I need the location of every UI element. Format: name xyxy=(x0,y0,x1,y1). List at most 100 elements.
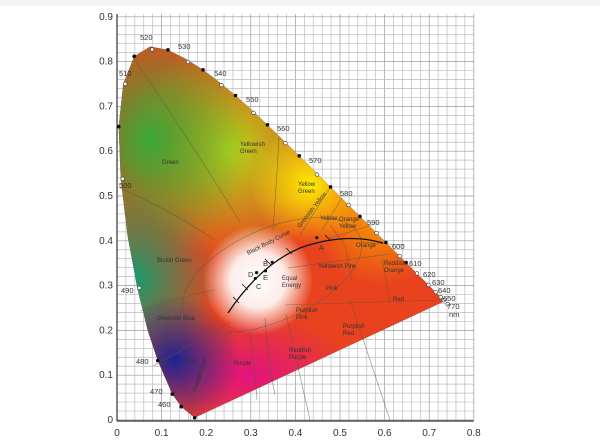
y-tick-label: 0.9 xyxy=(99,12,113,23)
region-label: Purplish Pink xyxy=(296,308,318,321)
y-tick-label: 0.3 xyxy=(99,281,113,292)
wavelength-label-580: 580 xyxy=(340,189,353,198)
y-tick-label: 0.7 xyxy=(99,101,113,112)
locus-dot xyxy=(358,214,362,219)
region-label: Green xyxy=(162,160,179,166)
region-boundary-line xyxy=(249,331,258,401)
wavelength-marker xyxy=(445,302,450,307)
black-body-tick xyxy=(264,258,272,266)
region-boundary-line xyxy=(321,197,343,231)
wavelength-marker xyxy=(120,176,125,181)
wavelength-label-610: 610 xyxy=(409,259,422,268)
region-boundary-line xyxy=(299,187,331,236)
locus-dot xyxy=(166,48,170,52)
locus-dot xyxy=(132,54,137,59)
locus-dot xyxy=(297,154,302,158)
unit-label: nm xyxy=(449,310,459,319)
wavelength-marker xyxy=(438,295,443,300)
wavelength-marker xyxy=(150,47,155,52)
wavelength-marker xyxy=(251,110,256,115)
wavelength-marker xyxy=(346,202,351,208)
illuminant-label-A: A xyxy=(319,243,324,252)
spectral-locus-points: 460 470 480 490 500 510 520 530 540 550 560 570 580 5… xyxy=(116,33,460,420)
wavelength-label-650: 650 xyxy=(443,294,456,303)
illuminant-label-C: C xyxy=(256,282,262,291)
wavelength-label-460: 460 xyxy=(158,400,171,409)
region-boundary-line xyxy=(349,299,391,421)
x-tick-label: 0.2 xyxy=(199,428,213,439)
black-body-tick xyxy=(241,283,249,291)
locus-dot xyxy=(328,185,333,189)
locus-dot xyxy=(384,240,388,245)
x-tick-label: 0.1 xyxy=(155,428,169,439)
wavelength-marker xyxy=(374,230,379,236)
x-tick-label: 0 xyxy=(114,428,120,439)
wavelength-marker xyxy=(414,271,420,276)
top-bar xyxy=(0,0,600,6)
region-boundary-line xyxy=(189,329,233,421)
wavelength-marker xyxy=(219,82,224,88)
wavelength-label-570: 570 xyxy=(309,156,322,165)
region-boundary-line xyxy=(284,299,441,306)
y-tick-label: 0 xyxy=(107,415,113,426)
x-tick-label: 0.4 xyxy=(288,428,302,439)
wavelength-label-530: 530 xyxy=(178,42,191,51)
region-boundary-line xyxy=(264,317,276,396)
locus-dot xyxy=(265,123,270,127)
wavelength-label-540: 540 xyxy=(214,69,227,78)
illuminant-label-E: E xyxy=(263,273,268,282)
illuminant-point-C xyxy=(253,276,257,281)
locus-dot xyxy=(404,260,408,265)
x-tick-label: 0.5 xyxy=(333,428,347,439)
region-label: Yellowish Pink xyxy=(318,264,357,270)
locus-dot xyxy=(116,124,121,129)
y-tick-label: 0.1 xyxy=(99,370,113,381)
region-boundary-line xyxy=(139,289,216,312)
wavelength-label-480: 480 xyxy=(136,357,149,366)
region-boundary-line xyxy=(272,136,280,231)
x-tick-label: 0.6 xyxy=(378,428,392,439)
wavelength-marker xyxy=(137,285,142,290)
wavelength-label-490: 490 xyxy=(121,286,134,295)
region-boundary-line xyxy=(131,55,241,223)
x-tick-label: 0.3 xyxy=(244,428,258,439)
locus-dot xyxy=(155,358,160,363)
wavelength-label-560: 560 xyxy=(277,124,290,133)
illuminant-point-A xyxy=(315,236,319,240)
wavelength-label-620: 620 xyxy=(423,270,436,279)
region-label: Reddish Orange xyxy=(384,261,406,274)
illuminant-point-B xyxy=(270,260,274,264)
wavelength-label-550: 550 xyxy=(246,95,259,104)
wavelength-marker xyxy=(314,172,320,177)
region-label: Yellowish Green xyxy=(240,142,265,155)
region-boundary-line xyxy=(285,313,311,421)
region-boundary-line xyxy=(381,257,391,303)
wavelength-marker xyxy=(426,282,431,287)
locus-dot xyxy=(192,415,197,420)
region-boundary-line xyxy=(329,224,373,239)
x-tick-label: 0.8 xyxy=(467,428,481,439)
region-boundaries xyxy=(119,55,441,421)
wavelength-label-770: 770 xyxy=(447,302,460,311)
y-tick-label: 0.5 xyxy=(99,191,113,202)
locus-dot xyxy=(170,392,175,396)
region-boundary-line xyxy=(329,224,353,281)
wavelength-marker xyxy=(185,59,191,65)
white-region-ellipse xyxy=(182,217,362,333)
black-body-tick xyxy=(285,247,293,255)
region-label: Red xyxy=(393,297,404,303)
illuminant-point-D xyxy=(254,271,259,275)
wavelength-marker xyxy=(397,254,402,259)
locus-dot xyxy=(233,93,238,98)
wavelength-label-470: 470 xyxy=(150,387,163,396)
region-boundary-line xyxy=(287,253,391,269)
region-label: Orange Yellow xyxy=(339,217,360,230)
wavelength-label-630: 630 xyxy=(432,278,445,287)
illuminant-label-D: D xyxy=(248,270,254,279)
y-tick-label: 0.8 xyxy=(99,57,113,68)
region-label: Blue xyxy=(183,358,196,364)
gradient-blob xyxy=(118,46,250,260)
region-boundary-line xyxy=(119,187,216,241)
wavelength-marker xyxy=(433,290,438,295)
